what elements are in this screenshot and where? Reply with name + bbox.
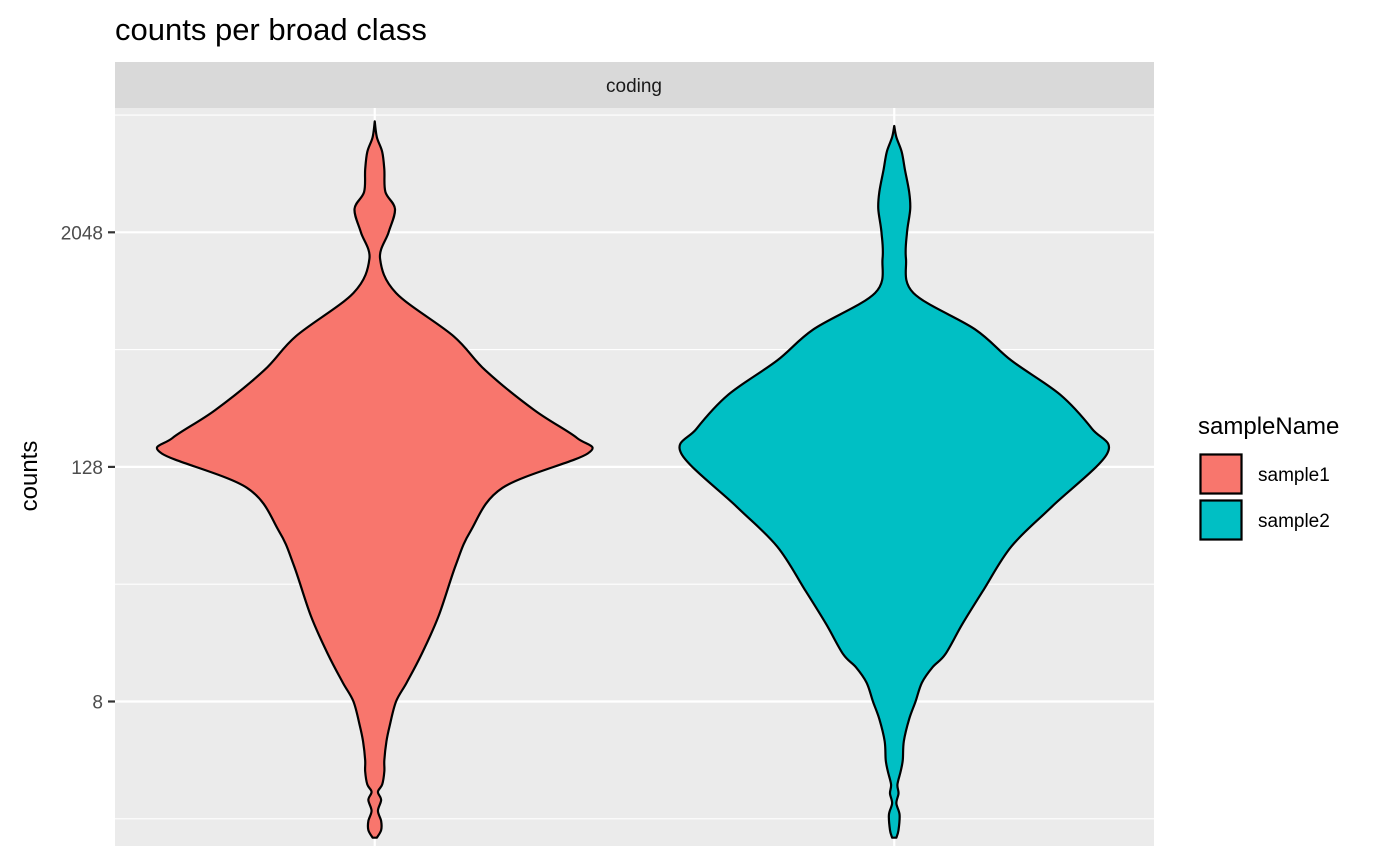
legend-label: sample1 [1258,465,1330,486]
facet-strip [115,62,1154,108]
y-tick-label: 2048 [61,223,103,244]
y-tick-label: 128 [71,458,103,479]
legend-swatch-sample1 [1199,453,1243,495]
y-axis-title: counts [16,441,43,512]
chart-title: counts per broad class [115,12,427,47]
legend: sampleName sample1 sample2 [1198,413,1339,541]
facet-strip-label: coding [606,76,662,97]
y-tick-label: 8 [92,692,103,713]
violin-sample2 [678,124,1110,839]
violin-sample1 [155,120,594,839]
legend-label: sample2 [1258,511,1330,532]
legend-title: sampleName [1198,413,1339,440]
y-axis: 8 128 2048 [61,223,115,713]
legend-swatch-sample2 [1199,499,1243,541]
violins [155,120,1110,839]
